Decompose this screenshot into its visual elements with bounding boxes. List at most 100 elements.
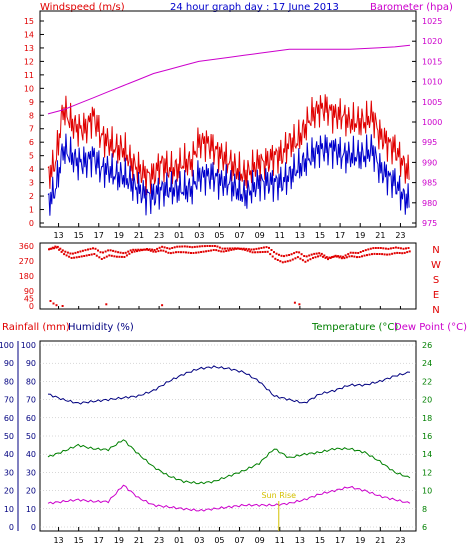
- humidity-tick: 30: [26, 468, 36, 477]
- direction-point: [222, 250, 225, 253]
- direction-point: [148, 248, 151, 251]
- direction-point: [345, 256, 348, 259]
- x-tick-label: 19: [114, 231, 124, 240]
- series-dew-point-line: [47, 484, 411, 512]
- direction-point: [55, 246, 58, 249]
- direction-point: [114, 250, 117, 253]
- rainfall-tick: 50: [4, 432, 14, 441]
- humidity-tick: 90: [26, 359, 36, 368]
- direction-point: [338, 256, 341, 259]
- barometer-tick: 980: [422, 199, 437, 208]
- direction-point: [363, 254, 366, 257]
- direction-point: [319, 254, 322, 257]
- direction-tick: 0: [29, 302, 34, 311]
- direction-point: [102, 251, 104, 254]
- direction-point: [318, 252, 321, 255]
- direction-point: [60, 250, 63, 253]
- barometer-tick: 1010: [422, 78, 442, 87]
- direction-point: [142, 248, 145, 251]
- direction-point: [383, 253, 386, 256]
- direction-point: [131, 251, 133, 254]
- direction-point: [78, 255, 81, 258]
- direction-point: [348, 255, 351, 258]
- direction-point: [161, 245, 164, 248]
- direction-point: [162, 249, 165, 252]
- direction-point: [337, 255, 340, 258]
- rainfall-tick-labels: 0 10 20 30 40 50 60 70 80 90 100: [0, 341, 14, 532]
- x-tick-label: 09: [255, 231, 265, 240]
- humidity-tick: 20: [26, 487, 36, 496]
- direction-point: [124, 251, 127, 254]
- direction-point: [374, 247, 377, 249]
- direction-point: [281, 261, 284, 264]
- direction-point: [402, 247, 405, 250]
- direction-point: [268, 246, 270, 249]
- direction-point: [246, 249, 249, 252]
- series-gust-line: [47, 133, 410, 216]
- x-tick-label: 17: [335, 231, 345, 240]
- direction-point: [333, 255, 336, 258]
- direction-point: [387, 247, 390, 250]
- x-tick-label: 21: [375, 231, 385, 240]
- direction-point: [200, 251, 203, 253]
- humidity-tick: 10: [26, 505, 36, 514]
- temperature-tick: 18: [422, 414, 432, 423]
- x-tick-label: 15: [74, 536, 84, 545]
- direction-point: [324, 256, 327, 259]
- barometer-tick: 990: [422, 158, 437, 167]
- direction-point: [138, 249, 141, 252]
- direction-point: [249, 250, 252, 253]
- direction-panel-grid: [58, 306, 401, 309]
- windspeed-axis-label: Windspeed (m/s): [40, 2, 125, 13]
- direction-point: [182, 251, 185, 254]
- direction-point: [394, 246, 397, 249]
- windspeed-tick: 11: [24, 71, 34, 80]
- direction-point: [198, 245, 201, 248]
- direction-point: [299, 257, 302, 260]
- windspeed-tick: 6: [29, 138, 34, 147]
- direction-point: [110, 254, 113, 257]
- direction-point: [235, 247, 238, 250]
- lower-panel-series: [47, 365, 411, 512]
- direction-point: [195, 251, 198, 254]
- direction-point: [240, 247, 243, 250]
- x-tick-label: 15: [315, 231, 325, 240]
- direction-point: [295, 251, 298, 254]
- direction-point: [68, 255, 71, 258]
- direction-point: [183, 245, 186, 248]
- direction-point: [342, 255, 345, 258]
- direction-point: [202, 250, 205, 253]
- lower-panel-border: [39, 340, 417, 532]
- direction-point: [188, 245, 191, 248]
- x-tick-label: 03: [194, 231, 204, 240]
- direction-point: [73, 256, 76, 259]
- direction-point: [377, 247, 380, 249]
- direction-point: [97, 249, 99, 252]
- x-tick-label: 11: [275, 536, 285, 545]
- direction-point: [217, 249, 220, 252]
- direction-point: [405, 247, 407, 250]
- direction-point: [259, 251, 262, 254]
- x-tick-label: 21: [375, 536, 385, 545]
- direction-point: [278, 253, 280, 256]
- direction-point: [125, 254, 128, 257]
- direction-point: [366, 254, 368, 257]
- direction-point: [56, 245, 59, 248]
- direction-point: [218, 246, 221, 249]
- direction-point: [313, 252, 316, 255]
- direction-point: [69, 252, 72, 255]
- direction-point: [265, 246, 268, 249]
- direction-point: [236, 247, 239, 250]
- barometer-tick: 975: [422, 219, 437, 228]
- direction-point: [61, 305, 64, 307]
- direction-point: [327, 258, 329, 261]
- temperature-tick: 16: [422, 432, 432, 441]
- direction-point: [226, 247, 229, 250]
- direction-point: [371, 253, 373, 256]
- direction-point: [379, 247, 382, 249]
- direction-point: [137, 248, 140, 251]
- direction-point: [156, 247, 159, 250]
